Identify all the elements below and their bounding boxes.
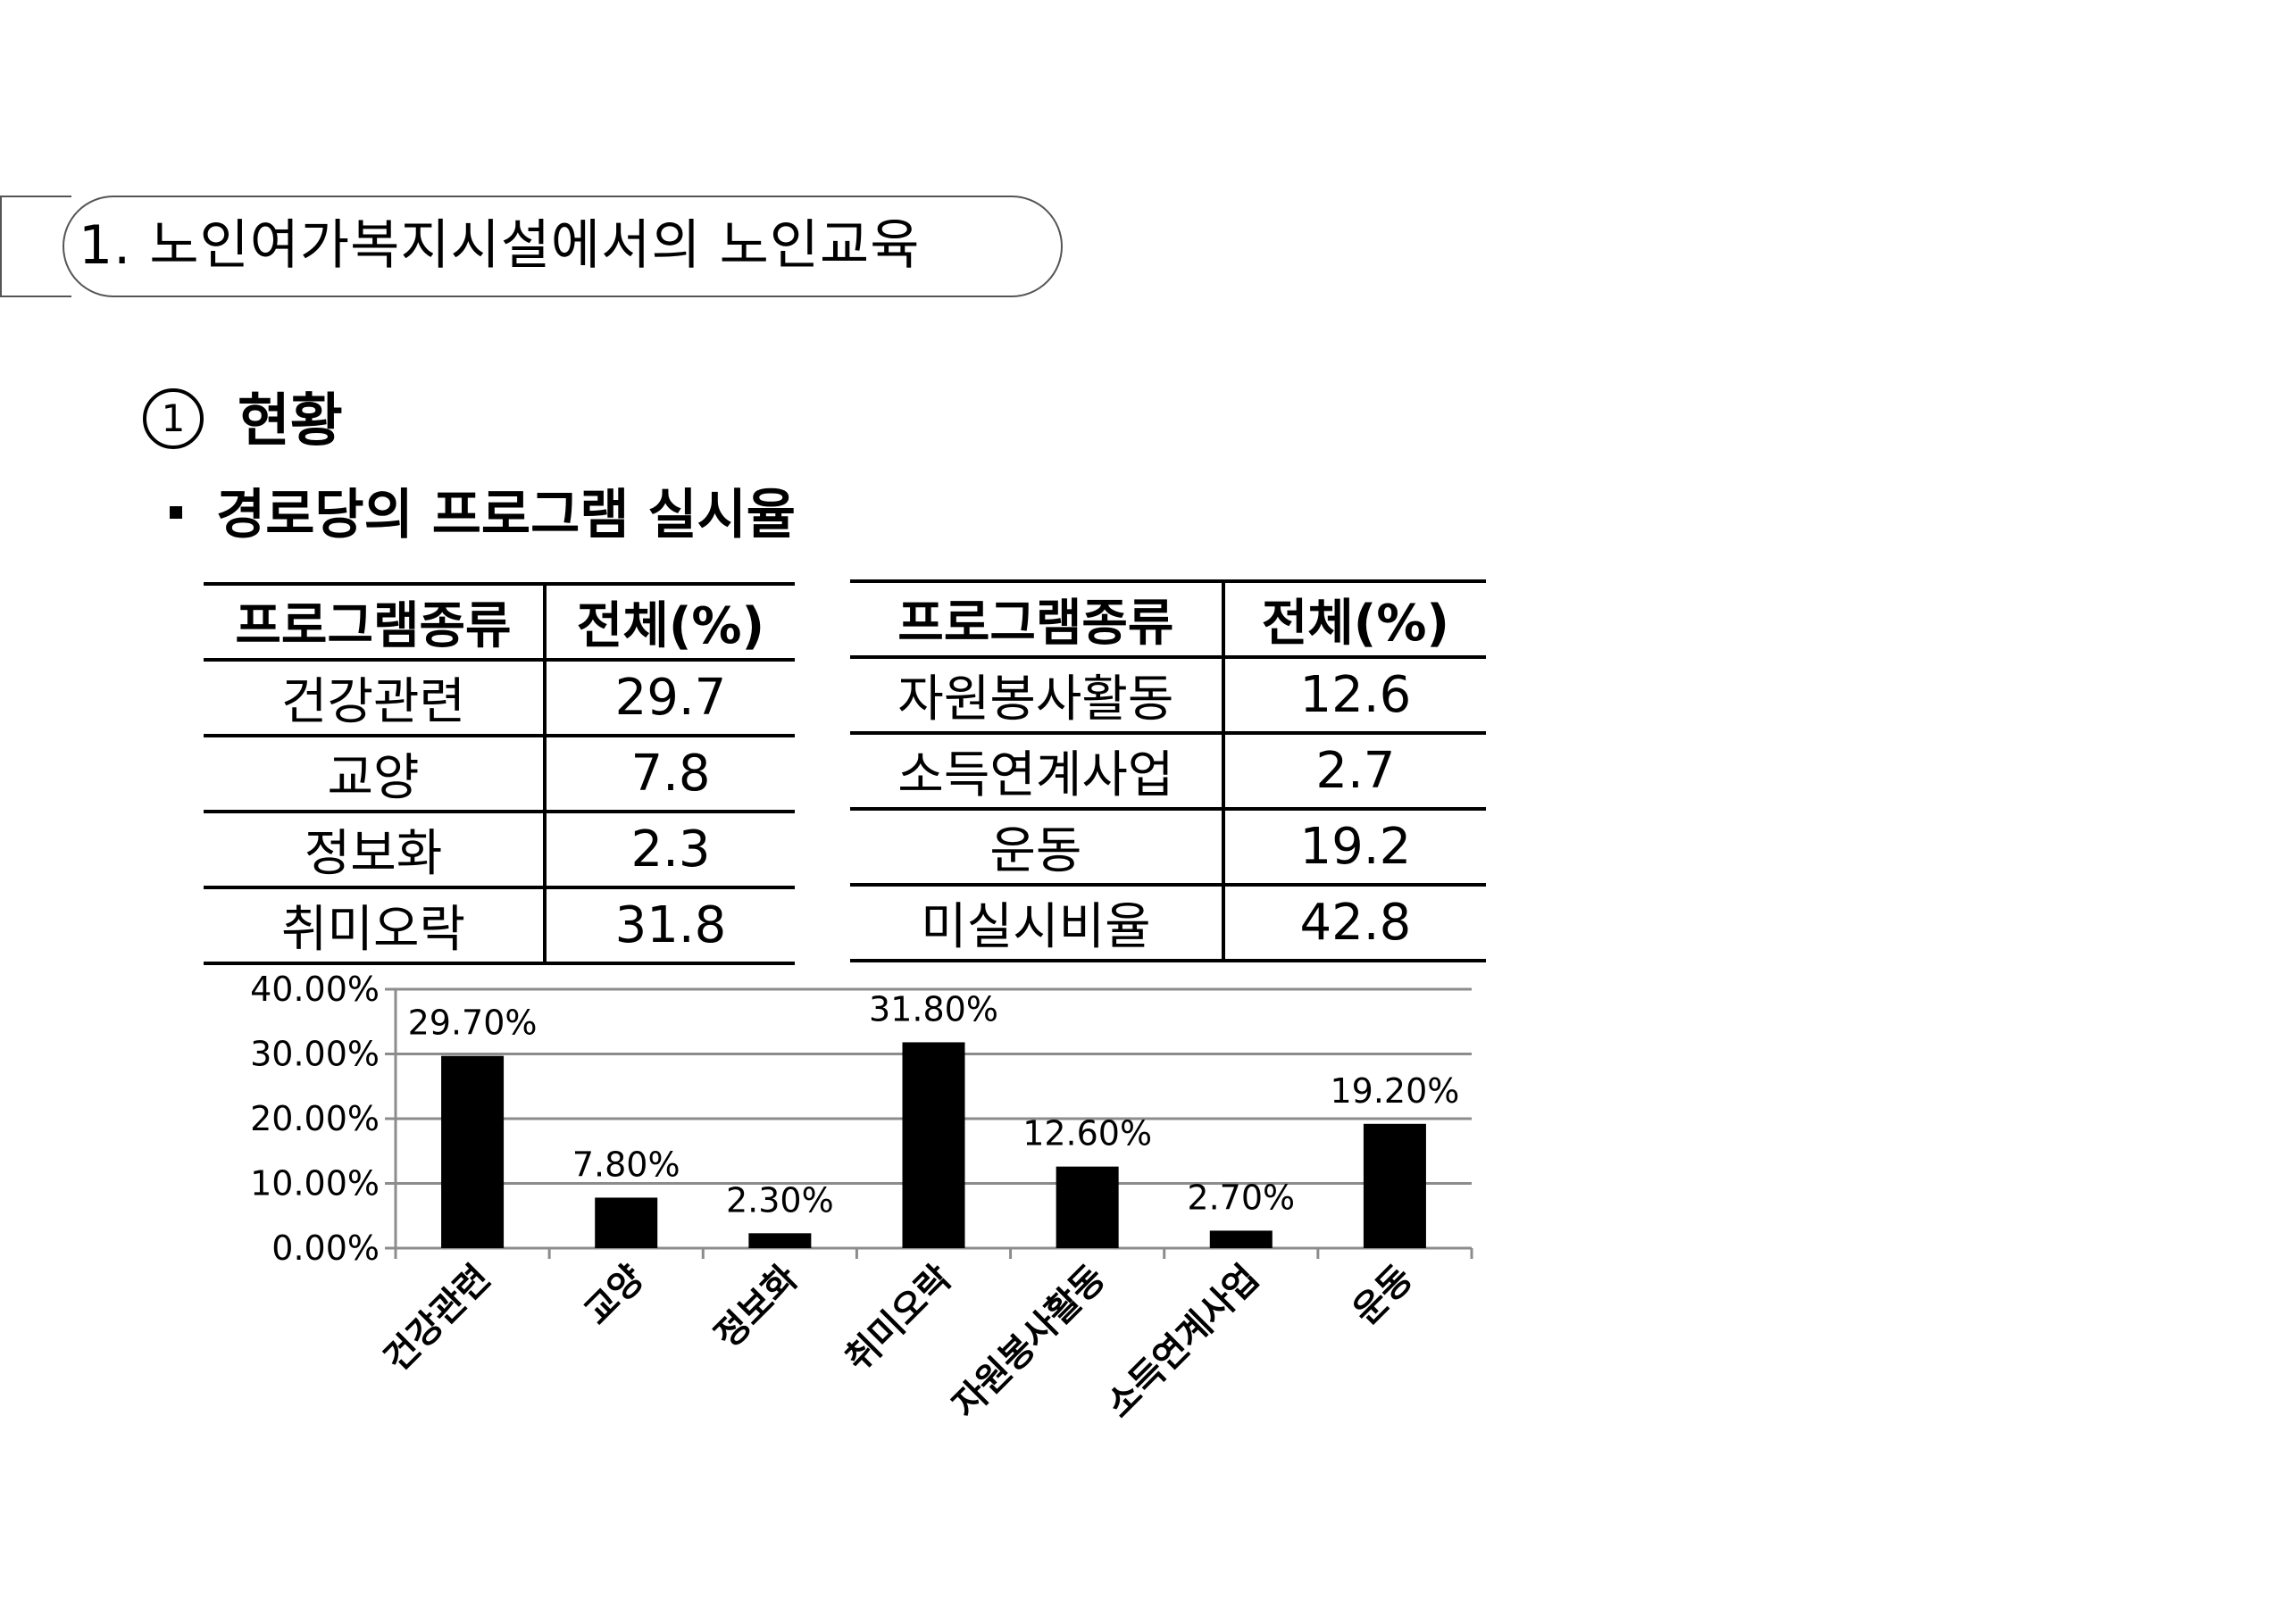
bullet-heading: 경로당의 프로그램 실시율 [170,471,796,549]
cell-percent: 29.7 [544,660,795,737]
bar [1056,1166,1119,1248]
table-row: 취미오락 31.8 [204,887,795,965]
cell-program: 교양 [204,736,547,813]
bar [1209,1230,1273,1248]
bullet-icon [170,506,182,520]
cell-percent: 31.8 [544,887,795,965]
cell-percent: 2.3 [544,812,795,889]
category-label: 소득연계사업 [1098,1258,1267,1427]
data-label: 31.80% [869,989,998,1029]
cell-program: 자원봉사활동 [850,657,1225,735]
data-label: 2.70% [1187,1178,1295,1217]
cell-percent: 42.8 [1223,885,1486,962]
bar [441,1055,505,1248]
bar [1363,1123,1426,1248]
title-pill [63,196,1063,297]
table-row: 건강관련 29.7 [204,660,795,737]
table-row: 자원봉사활동 12.6 [850,657,1486,735]
data-label: 12.60% [1022,1114,1152,1153]
data-label: 19.20% [1330,1071,1459,1111]
header-total-percent: 전체(%) [1223,579,1486,659]
table-header-row: 프로그램종류 전체(%) [204,582,795,662]
table-row: 미실시비율 42.8 [850,885,1486,962]
cell-percent: 7.8 [544,736,795,813]
header-total-percent: 전체(%) [544,582,795,662]
bar [902,1042,965,1248]
bar [595,1197,658,1248]
cell-program: 소득연계사업 [850,733,1225,811]
section-heading: 1 현황 [143,375,343,457]
category-label: 정보화 [707,1257,806,1356]
header-program-type: 프로그램종류 [850,579,1225,659]
data-label: 2.30% [726,1180,834,1220]
table-row: 정보화 2.3 [204,812,795,889]
section-label: 현황 [238,388,343,454]
cell-program: 건강관련 [204,660,547,737]
table-row: 운동 19.2 [850,809,1486,887]
cell-percent: 2.7 [1223,733,1486,811]
cell-program: 취미오락 [204,887,547,965]
page-title: 1. 노인여가복지시설에서의 노인교육 [79,214,921,277]
title-bar: 1. 노인여가복지시설에서의 노인교육 [0,196,1063,299]
category-label: 자원봉사활동 [945,1258,1114,1427]
y-tick-label: 0.00% [271,1228,380,1268]
data-label: 7.80% [572,1145,680,1184]
data-label: 29.70% [408,1004,538,1043]
cell-program: 정보화 [204,812,547,889]
category-label: 교양 [577,1258,653,1334]
title-left-box [0,196,71,297]
y-tick-label: 20.00% [250,1099,380,1138]
program-table-right: 프로그램종류 전체(%) 자원봉사활동 12.6 소득연계사업 2.7 운동 1… [850,579,1486,962]
category-label: 운동 [1345,1258,1421,1334]
header-program-type: 프로그램종류 [204,582,547,662]
program-table-left: 프로그램종류 전체(%) 건강관련 29.7 교양 7.8 정보화 2.3 취미… [204,582,795,965]
category-label: 취미오락 [838,1257,960,1379]
y-tick-label: 10.00% [250,1164,380,1203]
cell-percent: 19.2 [1223,809,1486,887]
bullet-text: 경로당의 프로그램 실시율 [216,484,796,546]
cell-percent: 12.6 [1223,657,1486,735]
y-tick-label: 40.00% [250,970,380,1009]
cell-program: 미실시비율 [850,885,1225,962]
cell-program: 운동 [850,809,1225,887]
bar [748,1233,812,1248]
category-label: 건강관련 [377,1258,499,1380]
y-tick-label: 30.00% [250,1035,380,1074]
table-row: 소득연계사업 2.7 [850,733,1486,811]
table-header-row: 프로그램종류 전체(%) [850,579,1486,659]
table-row: 교양 7.8 [204,736,795,813]
section-number: 1 [143,388,204,450]
